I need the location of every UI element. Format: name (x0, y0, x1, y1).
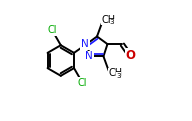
Text: 3: 3 (110, 19, 114, 25)
Text: 3: 3 (116, 73, 121, 79)
Text: Cl: Cl (77, 78, 87, 88)
Text: CH: CH (108, 68, 122, 78)
Text: O: O (126, 49, 136, 62)
Text: Cl: Cl (48, 25, 57, 35)
Text: N: N (85, 51, 93, 61)
Text: N: N (81, 39, 89, 49)
Text: CH: CH (102, 15, 116, 25)
